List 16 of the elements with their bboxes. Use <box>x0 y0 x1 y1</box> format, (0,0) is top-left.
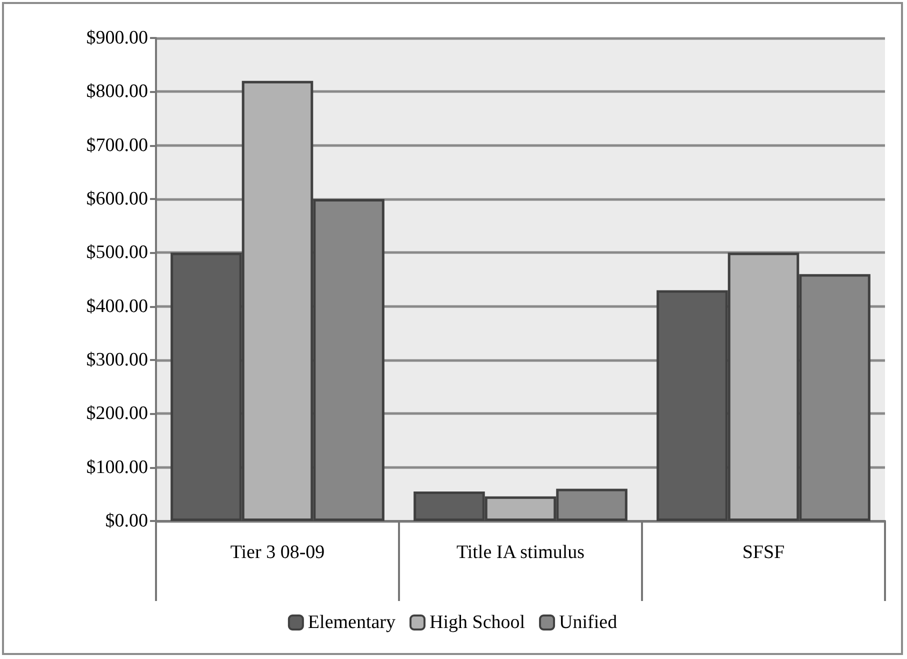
x-tick-label: Title IA stimulus <box>456 542 585 563</box>
y-tick-label: $500.00 <box>86 242 148 264</box>
y-tick-label: $400.00 <box>86 296 148 317</box>
y-tick-label: $300.00 <box>86 350 148 370</box>
y-tick-label: $900.00 <box>86 28 148 48</box>
y-tick-label: $600.00 <box>86 188 148 210</box>
y-tick-label: $200.00 <box>86 403 148 424</box>
legend-label: Unified <box>559 612 618 633</box>
legend-label: Elementary <box>308 612 396 633</box>
legend-label: High School <box>430 612 526 633</box>
y-tick-label: $100.00 <box>86 456 148 478</box>
y-tick-label: $800.00 <box>86 81 148 102</box>
x-tick-label: SFSF <box>742 542 785 563</box>
y-tick-label: $700.00 <box>86 134 148 156</box>
x-tick-label: Tier 3 08-09 <box>230 542 325 563</box>
y-tick-label: $0.00 <box>105 510 148 532</box>
